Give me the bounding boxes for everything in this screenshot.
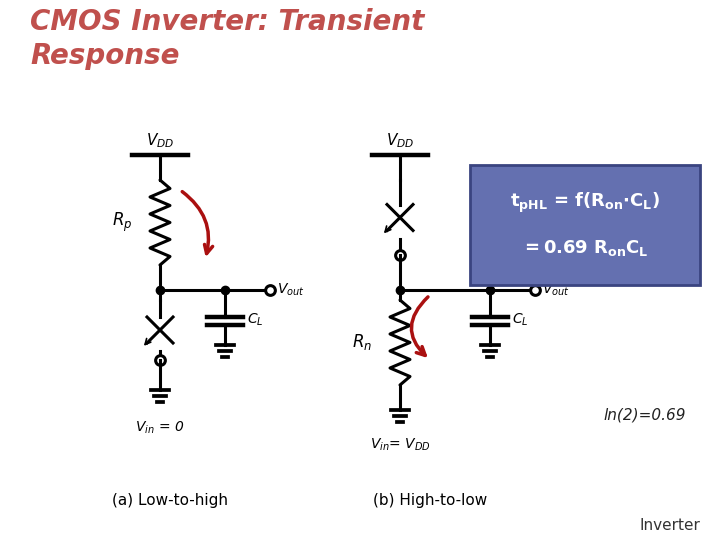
Text: (b) High-to-low: (b) High-to-low (373, 492, 487, 508)
Text: $R_n$: $R_n$ (352, 332, 372, 352)
Text: $V_{DD}$: $V_{DD}$ (386, 131, 414, 150)
Text: $C_L$: $C_L$ (512, 312, 528, 328)
Text: $V_{in}$ = 0: $V_{in}$ = 0 (135, 420, 184, 436)
Text: $\mathbf{= 0.69\ R_{on}C_L}$: $\mathbf{= 0.69\ R_{on}C_L}$ (521, 238, 649, 258)
Text: (a) Low-to-high: (a) Low-to-high (112, 492, 228, 508)
Text: $\mathbf{t_{pHL}}$ = $\mathbf{f(R_{on}{\cdot}C_L)}$: $\mathbf{t_{pHL}}$ = $\mathbf{f(R_{on}{\… (510, 191, 660, 215)
Polygon shape (470, 165, 700, 285)
Text: $C_L$: $C_L$ (247, 312, 264, 328)
Text: $V_{out}$: $V_{out}$ (277, 282, 305, 298)
Text: ln(2)=0.69: ln(2)=0.69 (604, 408, 686, 422)
Text: Response: Response (30, 42, 179, 70)
Text: CMOS Inverter: Transient: CMOS Inverter: Transient (30, 8, 424, 36)
Text: $V_{DD}$: $V_{DD}$ (146, 131, 174, 150)
Text: $V_{in}$= $V_{DD}$: $V_{in}$= $V_{DD}$ (369, 437, 431, 453)
Text: Inverter: Inverter (639, 517, 700, 532)
Text: $R_p$: $R_p$ (112, 211, 132, 234)
Text: $V_{out}$: $V_{out}$ (542, 282, 570, 298)
